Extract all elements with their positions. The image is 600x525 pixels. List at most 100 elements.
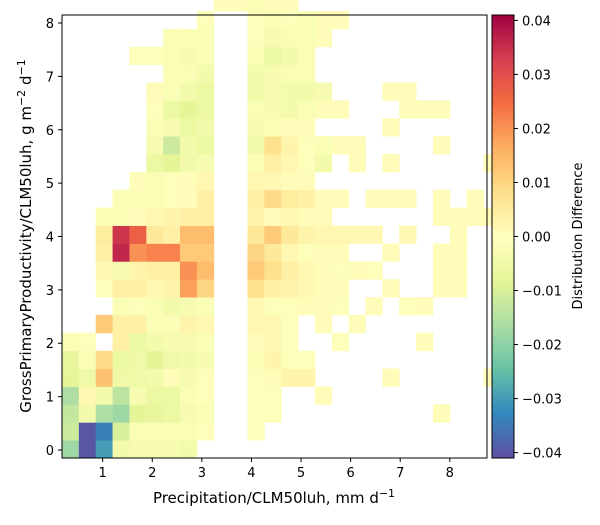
colorbar-tick-label: −0.04 <box>522 447 562 462</box>
x-tick-label: 8 <box>446 466 454 481</box>
heatmap-cell <box>112 314 130 334</box>
heatmap-cell <box>163 279 181 298</box>
heatmap-cell <box>78 332 97 352</box>
colorbar-tick-label: −0.02 <box>522 339 562 354</box>
heatmap-cell <box>281 332 299 352</box>
heatmap-cell <box>180 189 198 209</box>
heatmap-cell <box>281 154 299 173</box>
heatmap-cell <box>95 350 113 369</box>
heatmap-cell <box>247 100 265 119</box>
heatmap-cell <box>449 207 468 226</box>
heatmap-cell <box>146 189 164 209</box>
heatmap-cell <box>264 332 282 352</box>
heatmap-cell <box>129 297 147 316</box>
heatmap-cell <box>432 261 451 280</box>
colorbar-label: Distribution Difference <box>571 163 586 310</box>
heatmap-cell <box>298 64 316 83</box>
colorbar-tick-label: 0.04 <box>522 14 551 29</box>
heatmap-cell <box>180 440 198 459</box>
heatmap-cell <box>281 297 299 316</box>
heatmap-cell <box>382 189 400 209</box>
colorbar-tick-label: −0.01 <box>522 285 562 300</box>
heatmap-cell <box>382 118 400 137</box>
heatmap-cell <box>95 404 113 423</box>
heatmap-cell <box>247 386 265 405</box>
heatmap-cell <box>365 225 383 244</box>
heatmap-cell <box>196 297 215 316</box>
heatmap-cell <box>146 332 164 352</box>
colorbar-tick-label: 0.00 <box>522 231 551 246</box>
heatmap-cell <box>247 225 265 244</box>
heatmap-cell <box>247 189 265 209</box>
heatmap-cell <box>382 279 400 298</box>
heatmap-cell <box>163 171 181 191</box>
heatmap-cell <box>264 225 282 244</box>
heatmap-cell <box>196 279 215 298</box>
heatmap-cell <box>62 368 80 387</box>
heatmap-cell <box>331 136 350 155</box>
heatmap-cell <box>196 11 215 30</box>
heatmap-cell <box>314 225 333 244</box>
heatmap-cell <box>432 189 451 209</box>
heatmap-cell <box>314 386 333 405</box>
heatmap-cell <box>112 332 130 352</box>
heatmap-cell <box>399 100 417 119</box>
y-tick-label: 4 <box>46 231 54 246</box>
heatmap-cell <box>180 82 198 101</box>
x-tick-label: 7 <box>396 466 404 481</box>
heatmap-cell <box>62 422 80 441</box>
heatmap-cell <box>78 440 97 459</box>
x-axis-label: Precipitation/CLM50luh, mm d−1 <box>153 487 395 507</box>
heatmap-cell <box>298 261 316 280</box>
heatmap-cell <box>112 297 130 316</box>
heatmap-cell <box>62 404 80 423</box>
heatmap-cell <box>95 261 113 280</box>
heatmap-cell <box>314 207 333 226</box>
heatmap-cell <box>348 314 366 334</box>
heatmap-cell <box>264 207 282 226</box>
heatmap-cell <box>180 136 198 155</box>
heatmap-cell <box>163 297 181 316</box>
heatmap-cell <box>196 207 215 226</box>
heatmap-cell <box>264 386 282 405</box>
heatmap-cell <box>163 64 181 83</box>
heatmap-cell <box>146 207 164 226</box>
heatmap-cell <box>78 404 97 423</box>
heatmap-cell <box>95 422 113 441</box>
heatmap-cell <box>196 225 215 244</box>
heatmap-cell <box>264 118 282 137</box>
heatmap-cell <box>230 0 248 12</box>
heatmap-cell <box>196 314 215 334</box>
heatmap-cell <box>62 386 80 405</box>
heatmap-cell <box>112 404 130 423</box>
heatmap-cell <box>129 207 147 226</box>
colorbar-tick-label: 0.01 <box>522 176 551 191</box>
heatmap-cell <box>281 28 299 48</box>
heatmap-cell <box>196 350 215 369</box>
heatmap-cell <box>180 225 198 244</box>
heatmap-cell <box>247 314 265 334</box>
heatmap-cell <box>264 171 282 191</box>
heatmap-cell <box>247 171 265 191</box>
y-axis-label-text: GrossPrimaryProductivity/CLM50luh, g m <box>17 106 35 413</box>
heatmap-cell <box>163 189 181 209</box>
heatmap-cell <box>163 100 181 119</box>
heatmap-cell <box>112 189 130 209</box>
heatmap-cell <box>129 422 147 441</box>
heatmap-cell <box>298 154 316 173</box>
heatmap-cell <box>129 46 147 66</box>
heatmap-cell <box>247 207 265 226</box>
heatmap-cell <box>196 243 215 262</box>
heatmap-cell <box>264 154 282 173</box>
heatmap-cell <box>146 100 164 119</box>
heatmap-cell <box>281 189 299 209</box>
heatmap-cell <box>247 136 265 155</box>
heatmap-cell <box>78 368 97 387</box>
heatmap-cell <box>247 28 265 48</box>
heatmap-cell <box>180 64 198 83</box>
heatmap-cell <box>298 46 316 66</box>
heatmap-cell <box>281 350 299 369</box>
heatmap-cell <box>281 136 299 155</box>
heatmap-cell <box>180 297 198 316</box>
